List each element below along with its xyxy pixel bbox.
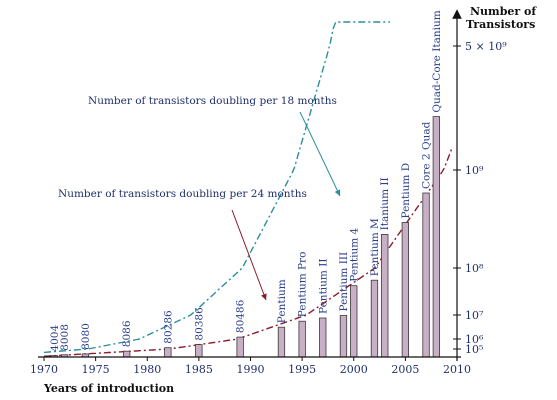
x-tick-label-1985: 1985 xyxy=(185,363,213,376)
bar-pentium xyxy=(277,326,286,358)
bar-pentium-4 xyxy=(350,285,358,358)
trend-line-18-months xyxy=(43,21,390,354)
x-tick-label-1975: 1975 xyxy=(82,363,110,376)
bar-quad-core-itanium xyxy=(432,116,441,358)
bar-label-pentium: Pentium xyxy=(276,279,288,323)
x-tick-label-1995: 1995 xyxy=(288,363,316,376)
bar-pentium-m xyxy=(370,279,379,358)
annotation-arrow-18-months xyxy=(299,111,341,197)
bar-label-80486: 80486 xyxy=(235,299,247,333)
bar-pentium-pro xyxy=(298,320,306,358)
bar-label-80286: 80286 xyxy=(162,310,174,344)
y-tick-label-10: 10⁷ xyxy=(465,309,484,322)
bar-label-pentium-d: Pentium D xyxy=(400,163,412,219)
bar-pentium-d xyxy=(401,222,410,358)
bar-80486 xyxy=(236,336,244,358)
axes xyxy=(38,9,462,361)
bar-pentium-ii xyxy=(319,317,327,358)
bar-label-pentium-4: Pentium 4 xyxy=(348,227,360,281)
x-tick-label-1970: 1970 xyxy=(30,363,58,376)
bar-label-core-2-quad: Core 2 Quad xyxy=(421,121,433,189)
annotation-18-months: Number of transistors doubling per 18 mo… xyxy=(88,95,337,107)
y-tick-label-5-10: 5 × 10⁹ xyxy=(465,40,507,53)
bar-pentium-iii xyxy=(339,315,348,358)
bar-label-itanium-ii: Itanium II xyxy=(379,177,391,230)
y-tick-label-10: 10⁶ xyxy=(465,333,484,346)
bar-label-4004: 4004 xyxy=(49,325,61,352)
x-axis-title: Years of introduction xyxy=(43,382,174,395)
x-tick-label-2010: 2010 xyxy=(443,363,471,376)
bar-label-pentium-iii: Pentium III xyxy=(338,252,350,312)
bar-label-80386: 80386 xyxy=(193,307,205,341)
bar-label-8008: 8008 xyxy=(59,324,71,351)
bar-label-pentium-m: Pentium M xyxy=(369,218,381,276)
x-tick-label-1990: 1990 xyxy=(237,363,265,376)
x-tick-label-2005: 2005 xyxy=(391,363,419,376)
bar-label-quad-core-itanium: Quad-Core Itanium xyxy=(431,10,443,112)
bar-label-pentium-pro: Pentium Pro xyxy=(297,252,309,318)
annotation-24-months: Number of transistors doubling per 24 mo… xyxy=(58,188,307,200)
bar-8086 xyxy=(123,350,131,358)
bar-core-2-quad xyxy=(422,192,430,358)
y-tick-label-10: 10⁸ xyxy=(465,262,484,275)
bar-80286 xyxy=(164,347,172,358)
y-tick-label-10: 10⁵ xyxy=(465,343,483,356)
bar-80386 xyxy=(195,344,203,358)
y-tick-label-10: 10⁹ xyxy=(465,164,484,177)
x-tick-label-2000: 2000 xyxy=(340,363,368,376)
y-axis-title: Number of Transistors xyxy=(466,5,537,31)
bar-label-8086: 8086 xyxy=(121,320,133,347)
bar-itanium-ii xyxy=(381,233,389,358)
bar-label-pentium-ii: Pentium II xyxy=(317,259,329,315)
bar-label-8080: 8080 xyxy=(80,323,92,350)
x-tick-label-1980: 1980 xyxy=(133,363,161,376)
annotation-arrow-24-months xyxy=(231,209,267,301)
